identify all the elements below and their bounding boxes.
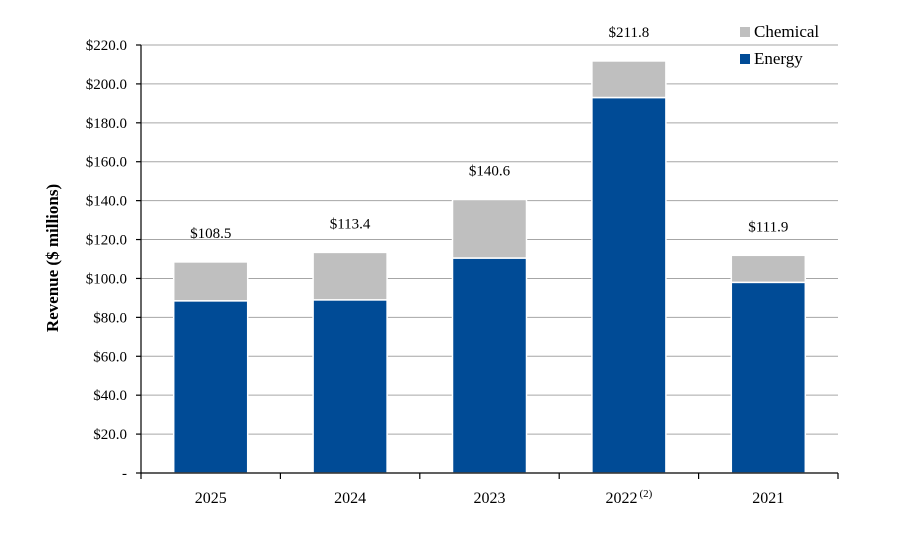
y-tick-label: $180.0 <box>86 116 127 132</box>
y-tick-label: $200.0 <box>86 77 127 93</box>
y-tick-label: $140.0 <box>86 194 127 210</box>
y-tick-label: $20.0 <box>93 427 127 443</box>
bar-chemical-2024 <box>312 251 388 301</box>
bar-chemical-2021 <box>730 254 807 284</box>
legend-swatch-chemical <box>740 27 750 37</box>
category-footnote: (2) <box>639 488 652 500</box>
total-label-2024: $113.4 <box>330 216 371 232</box>
y-tick-label: $80.0 <box>93 310 127 326</box>
legend-swatch-energy <box>740 54 750 64</box>
legend-label-chemical: Chemical <box>754 22 819 41</box>
x-category-label: 2024 <box>334 490 366 507</box>
total-label-2025: $108.5 <box>190 226 231 242</box>
bar-energy-2021 <box>730 281 807 474</box>
y-tick-label: $100.0 <box>86 271 127 287</box>
bar-energy-2024 <box>312 299 388 474</box>
total-label-2022: $211.8 <box>609 25 650 41</box>
bar-energy-2022 <box>591 96 667 474</box>
y-tick-label: $60.0 <box>93 349 127 365</box>
legend-label-energy: Energy <box>754 49 803 68</box>
bar-energy-2025 <box>172 300 249 474</box>
labels: - $20.0 $40.0 $60.0 $80.0 $100.0 $120.0 $140.0 $… <box>86 25 789 507</box>
y-tick-label: $120.0 <box>86 233 127 249</box>
bar-energy-2023 <box>451 257 528 474</box>
bars <box>172 60 807 474</box>
legend: Chemical Energy <box>740 22 819 68</box>
x-category-label: 2021 <box>752 490 784 507</box>
bar-chemical-2023 <box>451 198 528 259</box>
y-axis-title: Revenue ($ millions) <box>43 184 62 332</box>
bar-chemical-2022 <box>591 60 667 99</box>
y-tick-label: $220.0 <box>86 38 127 54</box>
x-category-label: 2025 <box>195 490 227 507</box>
x-category-label: 2022 (2) <box>605 488 652 507</box>
y-tick-label: - <box>122 466 127 482</box>
y-tick-label: $40.0 <box>93 388 127 404</box>
axes <box>136 44 839 479</box>
total-label-2021: $111.9 <box>748 219 788 235</box>
total-label-2023: $140.6 <box>469 163 511 179</box>
bar-chemical-2025 <box>172 261 249 302</box>
y-tick-label: $160.0 <box>86 155 127 171</box>
x-category-label: 2023 <box>474 490 506 507</box>
